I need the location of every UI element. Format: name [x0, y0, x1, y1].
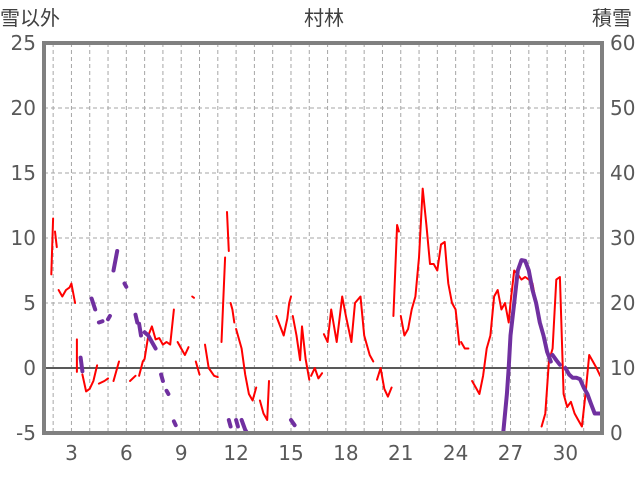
series-segment: [111, 249, 120, 273]
series-segment: [138, 308, 175, 377]
plot-frame: [42, 41, 604, 435]
series-segment: [133, 312, 140, 325]
x-tick: 3: [65, 441, 78, 465]
series-segment: [310, 367, 324, 380]
series-segment: [78, 355, 85, 374]
series-segment: [322, 295, 375, 363]
series-segment: [550, 353, 562, 367]
y-tick-left: -5: [16, 421, 36, 445]
series-segment: [376, 367, 393, 398]
left-axis-label: 積雪以外: [0, 6, 60, 30]
series-segment: [291, 315, 311, 381]
series-segment: [289, 418, 297, 428]
series-segment: [275, 295, 292, 337]
x-tick: 27: [498, 441, 523, 465]
series-segment: [159, 372, 165, 383]
y-tick-left: 25: [11, 31, 36, 55]
series-segment: [96, 319, 105, 325]
series-segment: [540, 276, 602, 428]
series-segment: [258, 380, 270, 421]
series-segment: [54, 230, 58, 249]
x-tick: 24: [443, 441, 468, 465]
x-tick: 9: [175, 441, 188, 465]
y-tick-left: 15: [11, 161, 36, 185]
x-tick: 30: [553, 441, 578, 465]
x-tick: 12: [223, 441, 248, 465]
y-tick-left: 5: [23, 291, 36, 315]
y-tick-left: 0: [23, 356, 36, 380]
series-segment: [176, 341, 190, 356]
series-segment: [81, 364, 99, 393]
series-segment: [191, 295, 195, 299]
series-segment: [112, 360, 120, 382]
series-segment: [220, 256, 227, 343]
series-segment: [129, 374, 137, 382]
y-tick-right: 20: [610, 291, 635, 315]
series-segment: [226, 211, 230, 252]
series-segment: [204, 343, 219, 379]
y-tick-right: 60: [610, 31, 635, 55]
y-tick-left: 20: [11, 96, 36, 120]
series-segment: [50, 217, 55, 276]
y-tick-right: 0: [610, 421, 623, 445]
y-tick-right: 50: [610, 96, 635, 120]
series-segment: [122, 281, 129, 289]
series-segment: [392, 224, 400, 317]
series-segment: [460, 341, 470, 350]
series-segment: [563, 366, 604, 416]
axis-labels: 積雪以外 村林 積雪: [0, 6, 632, 30]
series-segment: [137, 321, 143, 338]
x-tick: 18: [333, 441, 358, 465]
y-tick-left: 10: [11, 226, 36, 250]
series-segment: [399, 187, 461, 346]
x-tick: 15: [278, 441, 303, 465]
series-segment: [57, 282, 77, 304]
series-segment: [234, 418, 240, 429]
series-segment: [171, 419, 178, 428]
y-tick-right: 30: [610, 226, 635, 250]
series-red-line: [50, 187, 603, 428]
y-tick-right: 40: [610, 161, 635, 185]
series-segment: [142, 330, 158, 351]
series-segment: [226, 418, 233, 429]
chart-title: 村林: [304, 6, 344, 30]
series-segment: [89, 296, 98, 312]
series-segment: [194, 360, 201, 376]
y-tick-right: 10: [610, 356, 635, 380]
series-segment: [235, 328, 258, 402]
series-segment: [164, 388, 171, 396]
series-segment: [229, 302, 236, 324]
series-segment: [501, 258, 553, 435]
right-axis-label: 積雪: [592, 6, 632, 30]
series-segment: [106, 314, 112, 322]
series-segment: [471, 269, 541, 395]
x-tick: 21: [388, 441, 413, 465]
series-segment: [97, 377, 109, 385]
x-tick: 6: [120, 441, 133, 465]
